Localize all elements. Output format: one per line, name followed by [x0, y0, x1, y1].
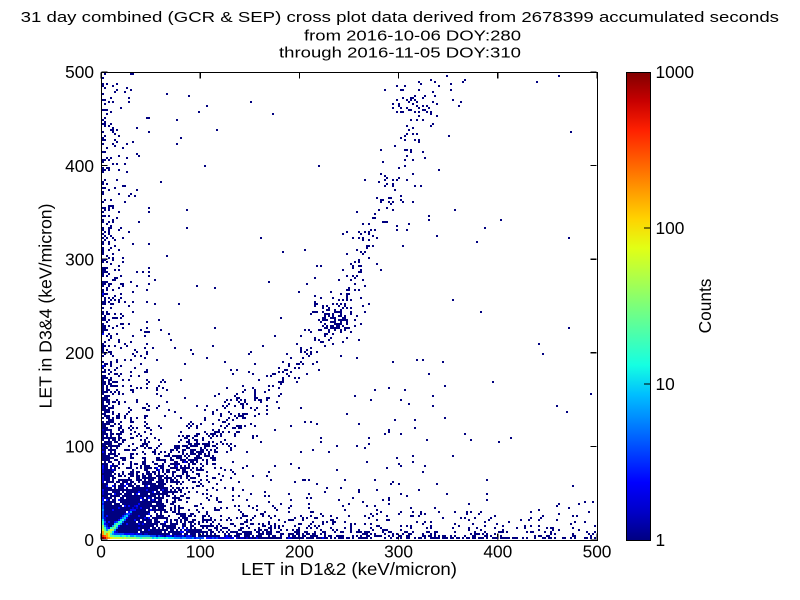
svg-text:1000: 1000	[656, 62, 694, 82]
svg-text:from 2016-10-06 DOY:280: from 2016-10-06 DOY:280	[304, 28, 521, 45]
svg-text:LET in D1&2 (keV/micron): LET in D1&2 (keV/micron)	[241, 559, 457, 579]
svg-text:200: 200	[285, 541, 314, 561]
svg-text:0: 0	[96, 541, 106, 561]
svg-text:LET in D3&4 (keV/micron): LET in D3&4 (keV/micron)	[36, 204, 56, 409]
svg-text:Counts: Counts	[695, 278, 715, 333]
svg-text:0: 0	[84, 530, 94, 550]
svg-text:100: 100	[65, 437, 94, 457]
svg-text:100: 100	[656, 218, 685, 238]
svg-text:300: 300	[65, 249, 94, 269]
svg-text:200: 200	[65, 343, 94, 363]
svg-text:through 2016-11-05 DOY:310: through 2016-11-05 DOY:310	[279, 45, 521, 62]
svg-text:500: 500	[583, 541, 612, 561]
svg-text:31 day combined (GCR & SEP) cr: 31 day combined (GCR & SEP) cross plot d…	[21, 9, 779, 26]
svg-text:400: 400	[483, 541, 512, 561]
svg-text:100: 100	[186, 541, 215, 561]
svg-text:1: 1	[656, 530, 666, 550]
svg-text:500: 500	[65, 62, 94, 82]
svg-text:10: 10	[656, 374, 675, 394]
svg-text:300: 300	[384, 541, 413, 561]
svg-text:400: 400	[65, 156, 94, 176]
